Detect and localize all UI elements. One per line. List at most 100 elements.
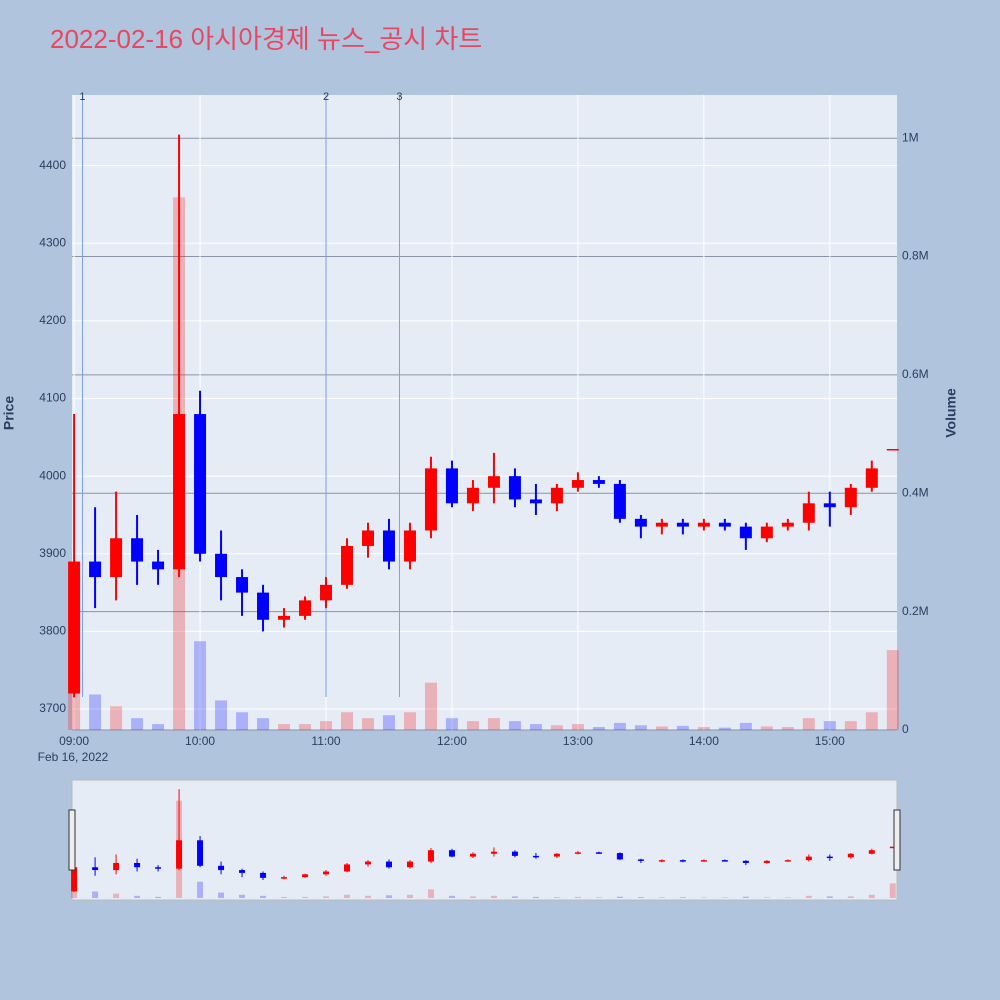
slider-volume-bar	[679, 897, 686, 898]
volume-bar	[613, 722, 626, 730]
slider-candle-body	[92, 867, 99, 871]
slider-volume-bar	[92, 891, 99, 898]
annotation-label: 3	[396, 91, 402, 103]
volume-bar	[655, 726, 668, 730]
slider-volume-bar	[826, 896, 833, 898]
slider-volume-bar	[763, 897, 770, 898]
slider-candle-body	[239, 870, 246, 873]
candle-body	[508, 476, 521, 500]
candle-body	[110, 538, 123, 578]
slider-candle-body	[700, 860, 707, 862]
candle-body	[152, 561, 165, 570]
volume-bar	[361, 718, 374, 730]
y2-tick-label: 0.8M	[902, 249, 929, 263]
slider-candle-body	[742, 860, 749, 863]
candle-body	[739, 526, 752, 539]
slider-candle-body	[323, 871, 330, 875]
candle-body	[173, 414, 186, 570]
slider-volume-bar	[700, 897, 707, 898]
slider-candle-body	[889, 846, 896, 849]
range-slider[interactable]	[71, 779, 898, 901]
slider-candle-body	[469, 853, 476, 857]
volume-bar	[382, 715, 395, 730]
slider-candle-body	[679, 860, 686, 862]
slider-volume-bar	[260, 895, 267, 898]
slider-volume-bar	[553, 897, 560, 898]
slider-candle-body	[868, 850, 875, 854]
candle-body	[466, 487, 479, 504]
slider-candle-body	[805, 856, 812, 861]
volume-bar	[634, 725, 647, 730]
slider-volume-bar	[574, 896, 581, 898]
slider-candle-body	[176, 840, 183, 869]
candle-body	[592, 480, 605, 484]
x-tick-label: 15:00	[815, 734, 845, 748]
volume-bar	[152, 724, 165, 730]
candle-body	[194, 414, 207, 554]
slider-candle-body	[448, 850, 455, 857]
plot-area	[72, 95, 897, 730]
volume-bar	[865, 712, 878, 730]
slider-volume-bar	[134, 895, 141, 898]
slider-candle-body	[218, 865, 225, 871]
slider-candle-body	[260, 872, 267, 878]
slider-volume-bar	[868, 894, 875, 898]
volume-bar	[823, 721, 836, 730]
y-axis-title: Price	[1, 396, 17, 430]
y-tick-label: 4100	[39, 391, 66, 405]
slider-volume-bar	[532, 896, 539, 898]
candle-body	[571, 480, 584, 488]
volume-bar	[236, 712, 249, 730]
candle-body	[382, 530, 395, 562]
slider-volume-bar	[469, 896, 476, 898]
slider-handle[interactable]	[68, 809, 76, 871]
candle-body	[865, 468, 878, 488]
slider-candle-body	[302, 874, 309, 878]
slider-volume-bar	[784, 897, 791, 898]
volume-bar	[760, 726, 773, 730]
volume-bar	[802, 718, 815, 730]
slider-volume-bar	[197, 881, 204, 898]
candle-body	[886, 448, 899, 451]
x-tick-label: 13:00	[563, 734, 593, 748]
y-tick-label: 4300	[39, 235, 66, 249]
candle-body	[424, 468, 437, 531]
volume-bar	[676, 725, 689, 730]
volume-bar	[718, 727, 731, 730]
candle-body	[361, 530, 374, 547]
slider-candle-body	[826, 856, 833, 859]
candle-body	[236, 577, 249, 593]
volume-bar	[697, 727, 710, 730]
volume-bar	[529, 724, 542, 730]
slider-volume-bar	[281, 896, 288, 898]
candle-body	[278, 615, 291, 620]
candle-body	[613, 483, 626, 519]
candle-body	[802, 503, 815, 523]
slider-volume-bar	[637, 897, 644, 898]
y2-axis-title: Volume	[943, 388, 959, 438]
y-tick-label: 4000	[39, 468, 66, 482]
volume-bar	[89, 694, 102, 730]
y2-tick-label: 0.6M	[902, 367, 929, 381]
candle-body	[131, 538, 144, 562]
slider-volume-bar	[805, 895, 812, 898]
volume-bar	[299, 724, 312, 730]
slider-candle-body	[511, 851, 518, 856]
slider-volume-bar	[385, 895, 392, 898]
slider-handle[interactable]	[893, 809, 901, 871]
candle-body	[529, 499, 542, 504]
slider-candle-body	[490, 851, 497, 854]
candle-body	[403, 530, 416, 562]
slider-candle-body	[385, 861, 392, 868]
slider-candle-body	[427, 850, 434, 862]
candle-body	[634, 518, 647, 527]
slider-volume-bar	[658, 897, 665, 898]
candle-body	[257, 592, 270, 620]
volume-bar	[886, 650, 899, 730]
x-tick-label: 09:00	[59, 734, 89, 748]
slider-candle-body	[847, 853, 854, 858]
volume-bar	[194, 641, 207, 730]
y-tick-label: 4400	[39, 158, 66, 172]
annotation-label: 2	[323, 91, 329, 103]
volume-bar	[739, 722, 752, 730]
